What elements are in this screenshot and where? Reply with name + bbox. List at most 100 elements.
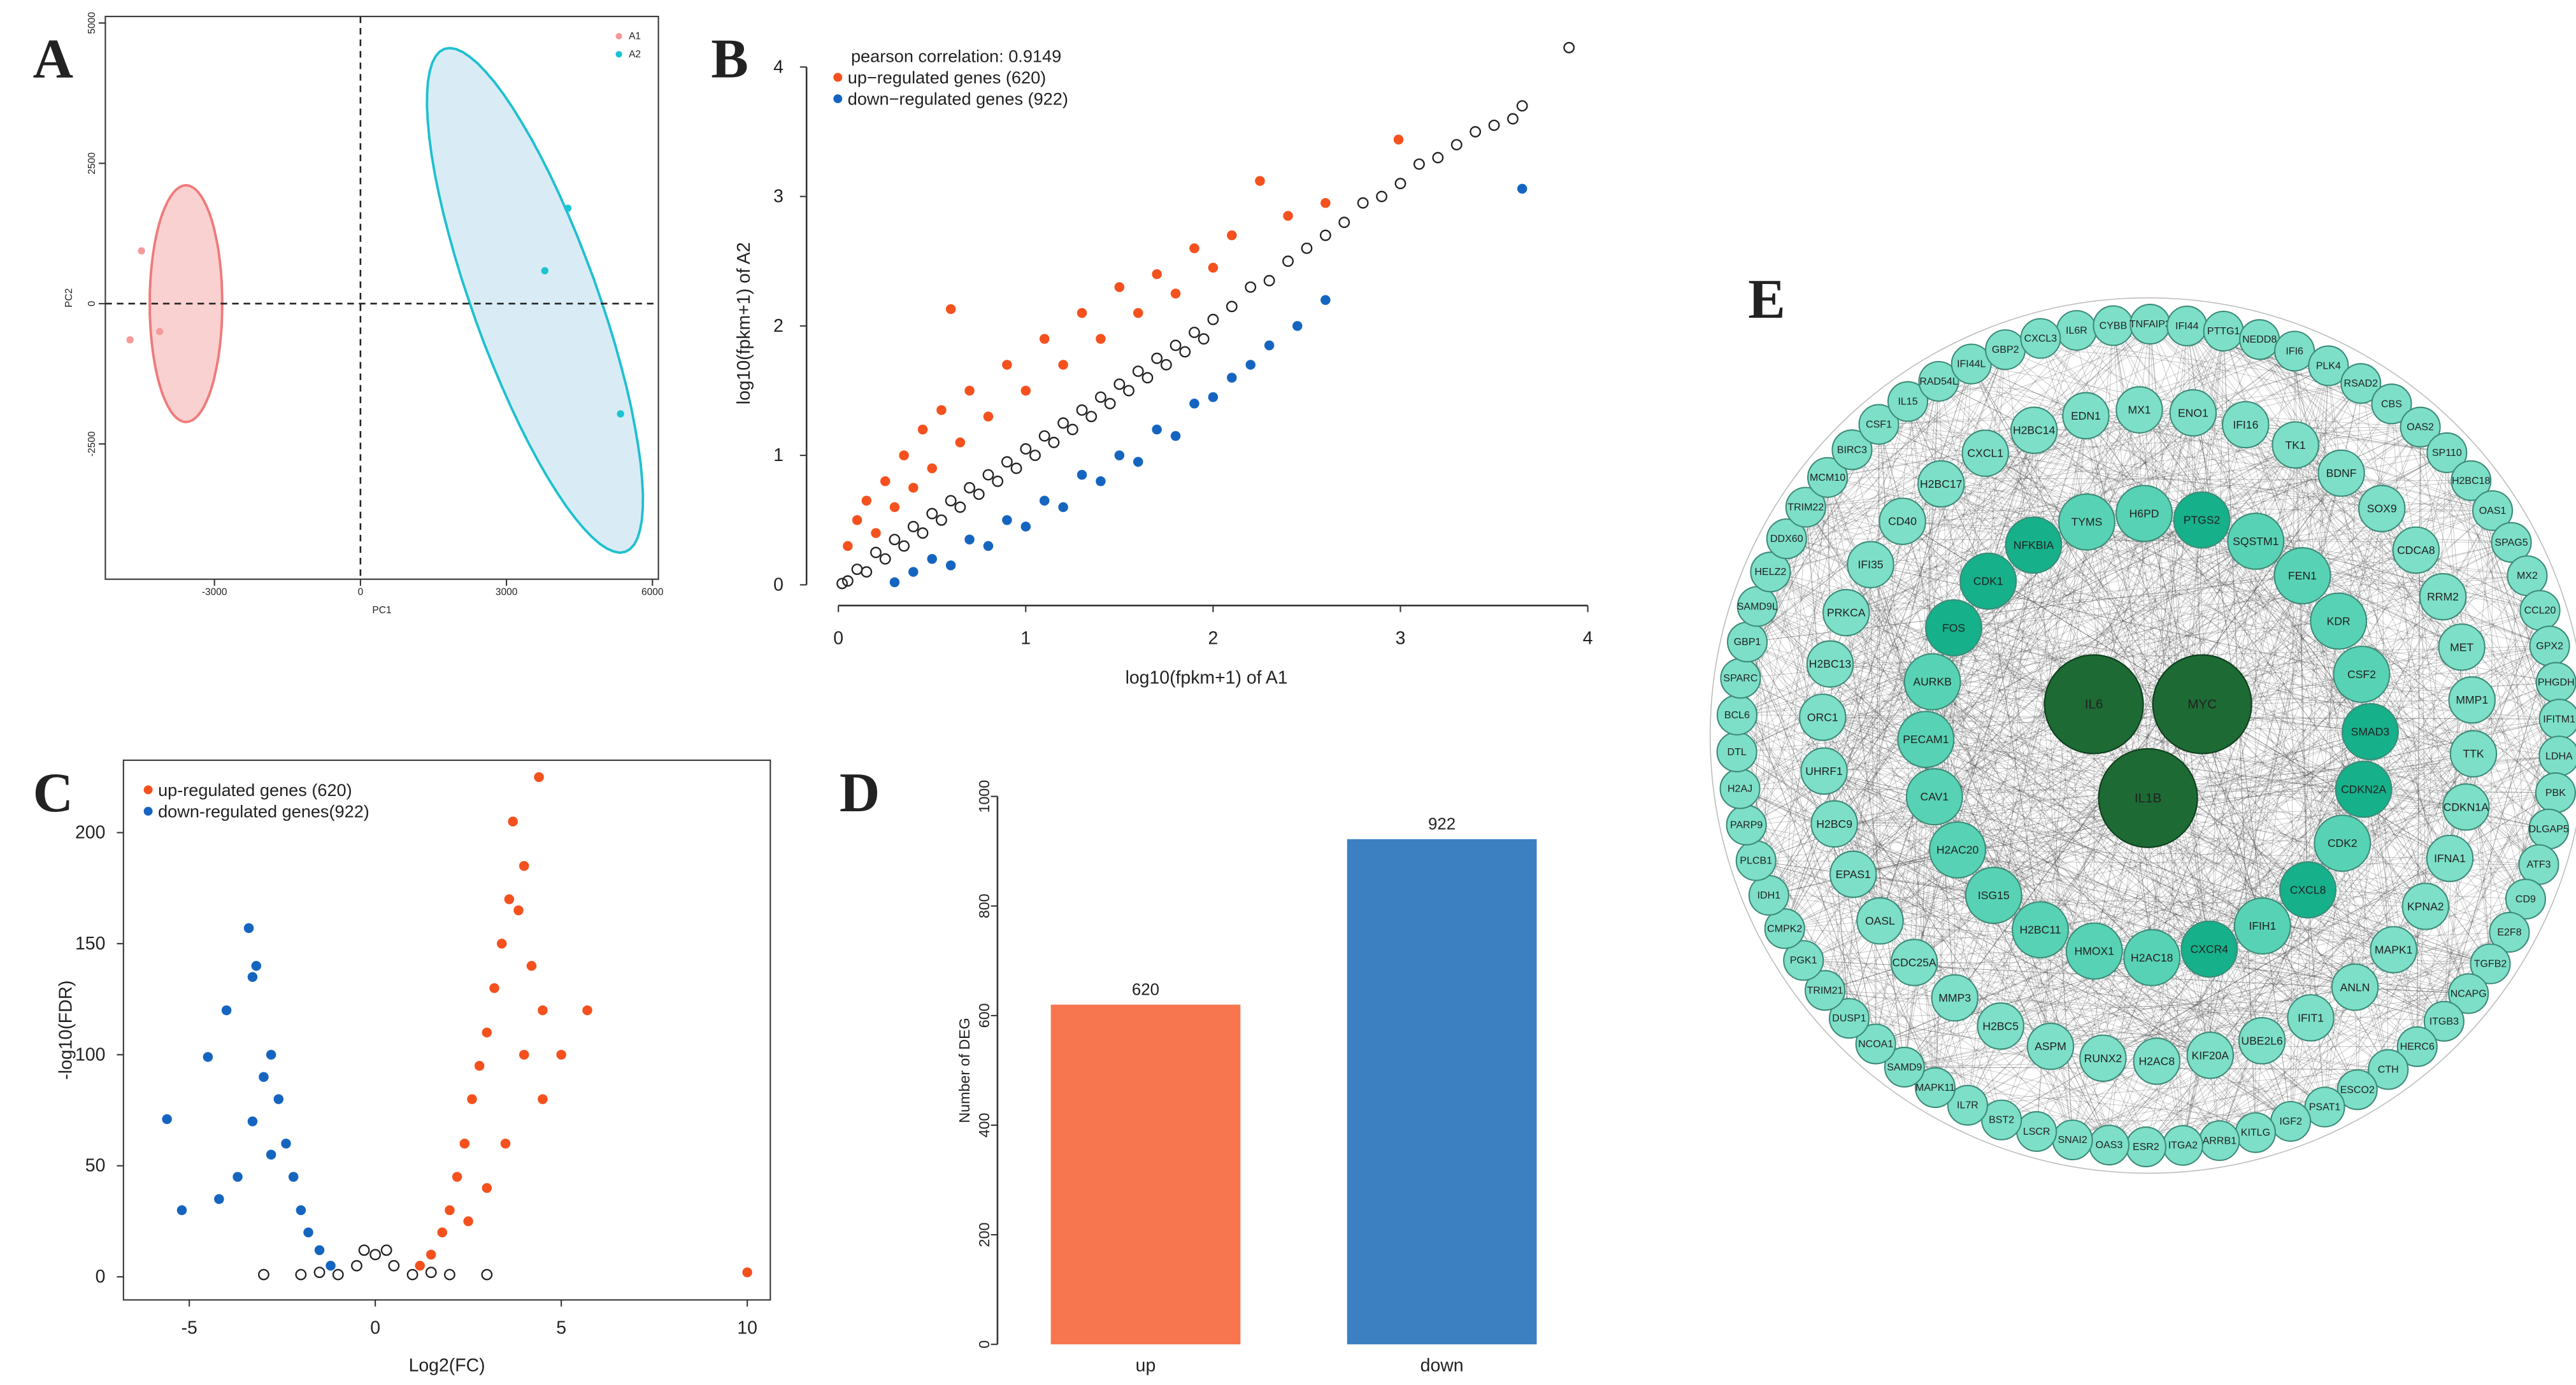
edge — [2446, 452, 2549, 829]
edge — [2182, 898, 2526, 1146]
point — [880, 476, 891, 487]
edge — [1938, 381, 2526, 900]
point — [482, 1183, 492, 1193]
panel-label: B — [711, 29, 748, 90]
point — [742, 1267, 752, 1277]
point — [1208, 262, 1219, 273]
node-label: CD40 — [1888, 515, 1917, 528]
y-tick-label: 50 — [85, 1156, 106, 1176]
edge — [2417, 452, 2447, 1047]
edge — [1770, 571, 2559, 756]
point — [1393, 134, 1404, 145]
point — [1020, 522, 1031, 532]
edge — [2342, 842, 2389, 1070]
y-tick-label: 200 — [75, 823, 105, 843]
edge — [2182, 718, 2559, 1146]
x-axis-label: log10(fpkm+1) of A1 — [1126, 668, 1288, 688]
edge — [2449, 700, 2473, 859]
point — [945, 495, 957, 507]
edge — [1870, 564, 1926, 740]
x-tick-label: 3 — [1396, 629, 1406, 649]
node-label: NCOA1 — [1858, 1038, 1893, 1049]
node — [2010, 406, 2058, 454]
point — [519, 861, 529, 871]
point — [1301, 242, 1313, 254]
edge — [2295, 444, 2466, 807]
edge — [1756, 860, 2211, 1056]
edge — [1878, 423, 2342, 474]
edge — [2245, 424, 2539, 865]
edge — [1902, 430, 2035, 523]
edge — [1880, 920, 1938, 1088]
edge — [2391, 404, 2557, 683]
edge — [1987, 581, 2210, 949]
edge — [2094, 731, 2371, 951]
point — [388, 1260, 400, 1272]
edge — [2149, 324, 2210, 949]
edge — [2005, 349, 2526, 900]
node-label: IFI44L — [1957, 359, 1986, 370]
edge — [2255, 718, 2560, 1133]
point — [1282, 255, 1294, 267]
edge — [1756, 430, 2035, 861]
node — [2005, 516, 2063, 574]
edge — [2000, 731, 2371, 1026]
node-label: CMPK2 — [1767, 923, 1802, 934]
point — [214, 1194, 224, 1204]
edge — [2387, 756, 2559, 1070]
node-label: RRM2 — [2427, 590, 2459, 603]
node-label: EDN1 — [2071, 409, 2101, 422]
node-label: IL7R — [1957, 1100, 1979, 1111]
node — [1831, 429, 1873, 471]
y-tick-label: 0 — [87, 301, 97, 306]
x-tick-label: 5 — [556, 1318, 566, 1338]
edge — [1756, 860, 2491, 965]
edge — [1770, 323, 2150, 572]
node — [2423, 1000, 2465, 1042]
node — [2419, 572, 2467, 621]
edge — [2182, 366, 2329, 1146]
y-tick-label: 4 — [773, 57, 784, 77]
edge — [2223, 330, 2303, 576]
point — [519, 1049, 529, 1060]
edge — [1757, 606, 2325, 1107]
point — [945, 304, 956, 315]
edge — [1736, 714, 2469, 994]
node-label: IL15 — [1898, 396, 1917, 408]
point — [879, 553, 891, 565]
edge — [1932, 681, 2371, 732]
node — [2396, 1026, 2438, 1067]
x-tick-label: -5 — [182, 1318, 197, 1338]
point — [1208, 392, 1219, 402]
legend-label: A2 — [629, 49, 641, 60]
point — [926, 508, 938, 520]
edge — [1932, 681, 2311, 1018]
edge — [1934, 522, 2087, 797]
edge — [1834, 823, 2147, 1147]
edge — [1736, 510, 2493, 716]
edge — [2259, 339, 2540, 865]
y-tick-label: 600 — [976, 1003, 992, 1028]
edge — [1756, 860, 2147, 1147]
edge — [1829, 520, 2202, 665]
edge — [1834, 823, 2394, 950]
point — [1095, 391, 1106, 403]
y-tick-label: 0 — [96, 1267, 106, 1287]
node-label: CXCR4 — [2191, 942, 2229, 955]
x-axis-label: Log2(FC) — [409, 1356, 485, 1376]
point — [1048, 436, 1060, 448]
edge — [1829, 323, 2150, 664]
node — [2227, 513, 2285, 570]
edge — [1805, 507, 2103, 1058]
point — [582, 1005, 592, 1016]
edge — [1756, 860, 2220, 1141]
point — [1516, 100, 1528, 112]
edge — [1747, 642, 2001, 1026]
node — [2062, 392, 2110, 440]
edge — [2417, 719, 2560, 1047]
node — [2169, 389, 2217, 437]
edge — [1853, 874, 2263, 927]
node — [2341, 703, 2399, 760]
edge — [2182, 1018, 2311, 1146]
edge — [2001, 898, 2526, 1121]
